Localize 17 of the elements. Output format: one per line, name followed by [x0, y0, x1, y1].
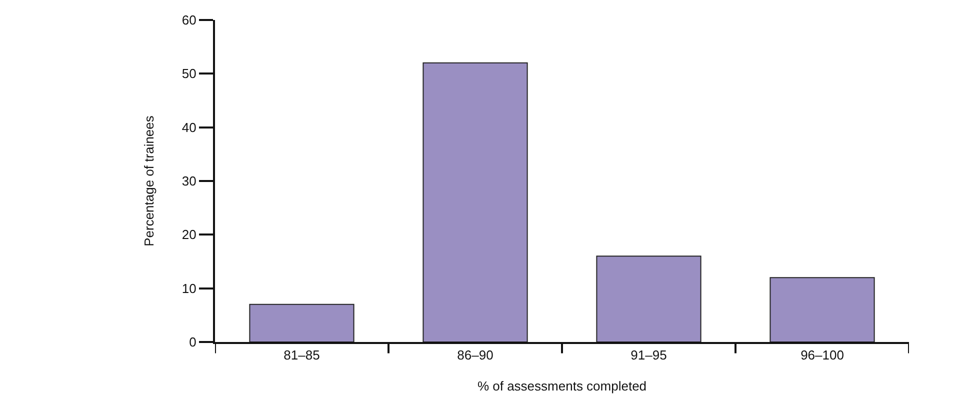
- y-tick-label: 20: [182, 227, 196, 242]
- y-tick-label: 50: [182, 66, 196, 82]
- bar: [770, 277, 875, 342]
- x-tick-label: 96–100: [800, 348, 844, 363]
- y-tick-label: 60: [182, 12, 196, 28]
- y-tick-label: 30: [182, 174, 196, 189]
- bar: [249, 304, 354, 342]
- x-tick-label: 81–85: [284, 348, 320, 363]
- x-tick-label: 86–90: [457, 348, 494, 363]
- y-tick-label: 40: [182, 120, 196, 135]
- y-tick-label: 10: [182, 280, 196, 296]
- bar: [596, 256, 702, 342]
- x-tick-label: 91–95: [630, 348, 667, 363]
- y-axis-title: Percentage of trainees: [141, 115, 156, 246]
- y-tick-label: 0: [189, 334, 196, 350]
- x-axis-title: % of assessments completed: [477, 378, 647, 394]
- bar: [422, 62, 528, 342]
